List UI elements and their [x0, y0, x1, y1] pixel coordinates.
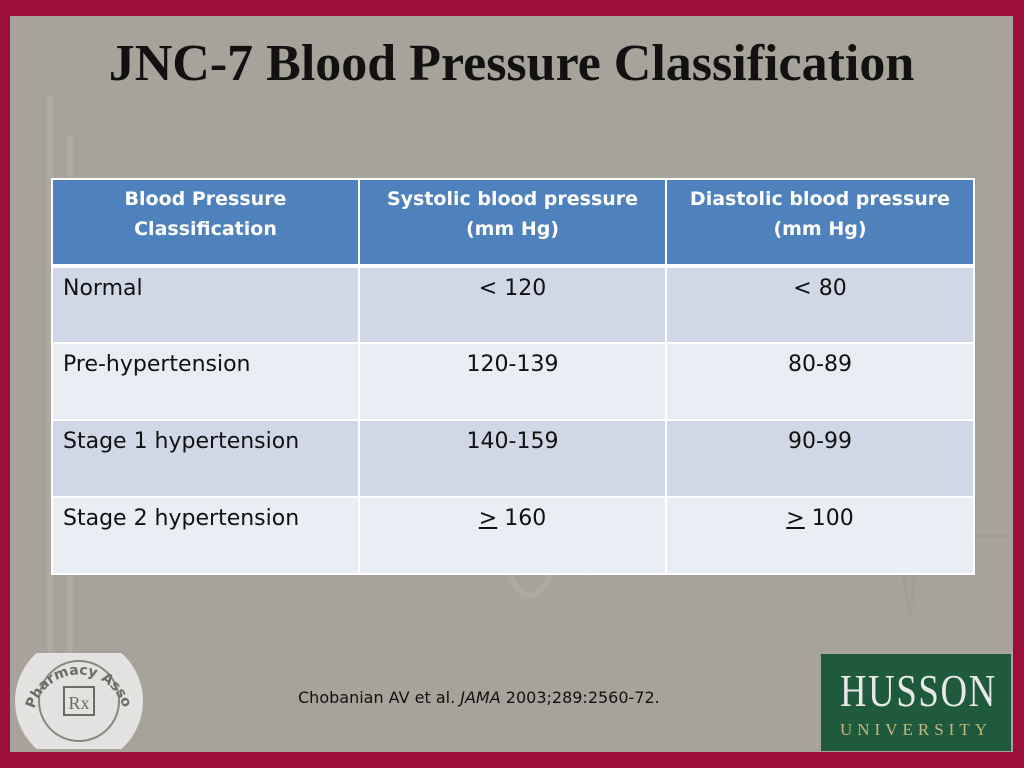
greater-equal-symbol: >: [786, 506, 805, 531]
cell-classification: Stage 2 hypertension: [51, 496, 360, 575]
table-header-row: Blood Pressure Classification Systolic bl…: [51, 178, 975, 268]
table-row: Pre-hypertension 120-139 80-89: [51, 342, 975, 421]
header-diastolic: Diastolic blood pressure (mm Hg): [665, 178, 975, 268]
husson-university-logo: HUSSON UNIVERSITY: [821, 654, 1011, 751]
cell-value: 160: [504, 506, 547, 531]
rx-symbol: Rx: [68, 693, 89, 713]
table-row: Stage 1 hypertension 140-159 90-99: [51, 419, 975, 498]
cell-classification: Stage 1 hypertension: [51, 419, 360, 498]
header-text: Systolic blood pressure: [386, 188, 639, 210]
cell-classification: Pre-hypertension: [51, 342, 360, 421]
cell-diastolic: > 100: [665, 496, 975, 575]
cell-systolic: 140-159: [358, 419, 667, 498]
header-classification: Blood Pressure Classification: [51, 178, 360, 268]
header-systolic: Systolic blood pressure (mm Hg): [358, 178, 667, 268]
maine-pharmacy-association-logo: Maine Pharmacy Association Rx: [12, 653, 143, 749]
logo-husson-text: HUSSON: [840, 665, 997, 716]
table-row: Stage 2 hypertension > 160 > 100: [51, 496, 975, 575]
cell-diastolic: < 80: [665, 265, 975, 344]
cell-systolic: < 120: [358, 265, 667, 344]
header-text: Classification: [134, 218, 277, 240]
slide: JNC-7 Blood Pressure Classification Bloo…: [10, 16, 1013, 752]
citation: Chobanian AV et al. JAMA 2003;289:2560-7…: [298, 688, 660, 707]
citation-authors: Chobanian AV et al.: [298, 688, 456, 707]
table-row: Normal < 120 < 80: [51, 265, 975, 344]
cell-classification: Normal: [51, 265, 360, 344]
cell-diastolic: 90-99: [665, 419, 975, 498]
bp-classification-table: Blood Pressure Classification Systolic bl…: [51, 178, 975, 575]
logo-university-text: UNIVERSITY: [840, 720, 992, 739]
cell-value: 100: [811, 506, 854, 531]
citation-journal: JAMA: [460, 688, 501, 707]
greater-equal-symbol: >: [478, 506, 498, 531]
cell-systolic: > 160: [358, 496, 667, 575]
cell-diastolic: 80-89: [665, 342, 975, 421]
header-text: (mm Hg): [773, 218, 867, 240]
header-text: Blood Pressure: [124, 188, 287, 210]
header-text: Diastolic blood pressure: [689, 188, 951, 210]
page-title: JNC-7 Blood Pressure Classification: [108, 35, 915, 92]
cell-systolic: 120-139: [358, 342, 667, 421]
header-text: (mm Hg): [465, 218, 560, 240]
citation-details: 2003;289:2560-72.: [505, 688, 660, 707]
